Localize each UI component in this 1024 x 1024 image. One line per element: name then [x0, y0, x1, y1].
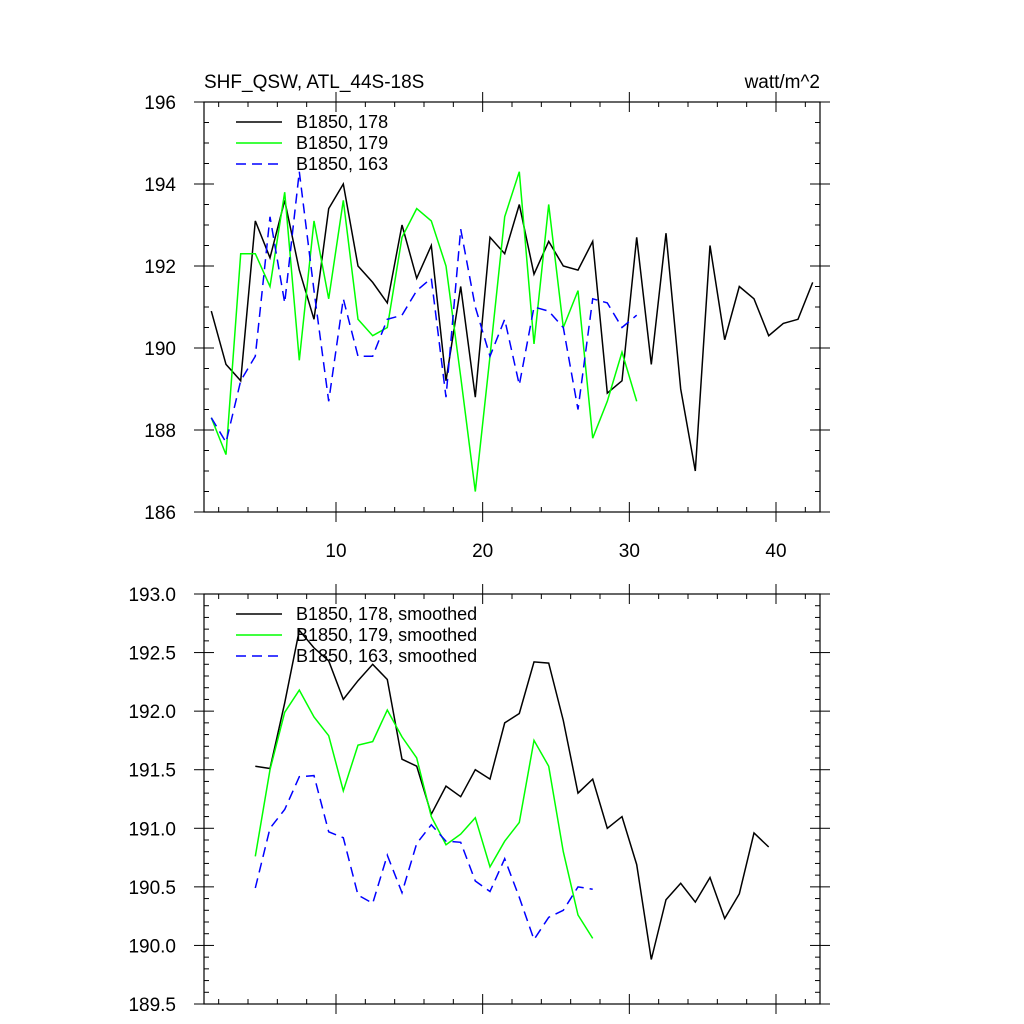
plot-bottom: 189.5 190.0 190.5 191.0 191.5 192.0 192.5 193.0…: [128, 584, 830, 1016]
legend-label: B1850, 178, smoothed: [296, 604, 477, 624]
x-tick-label: 10: [325, 541, 346, 562]
y-tick-label: 186: [144, 503, 176, 524]
panel-top: SHF_QSW, ATL_44S-18S watt/m^2 10 20 30 40 18…: [144, 72, 830, 562]
x-tick-label: 20: [472, 541, 493, 562]
series-line-2: [210, 171, 638, 445]
y-tick-label: 191.0: [128, 819, 176, 840]
x-tick-label: 40: [765, 541, 786, 562]
legend-label: B1850, 163: [296, 154, 388, 174]
series-line-0: [210, 181, 814, 472]
y-tick-label: 192: [144, 257, 176, 278]
y-tick-label: 190: [144, 339, 176, 360]
panel-bottom: 189.5 190.0 190.5 191.0 191.5 192.0 192.5 193.0…: [128, 584, 830, 1016]
legend-label: B1850, 179: [296, 133, 388, 153]
series-line-1: [254, 688, 594, 939]
series-line-1: [210, 171, 638, 492]
y-tick-label: 194: [144, 175, 176, 196]
legend-label: B1850, 179, smoothed: [296, 625, 477, 645]
series-line-0: [255, 628, 770, 960]
y-tick-label: 191.5: [128, 761, 176, 782]
y-tick-label: 188: [144, 421, 176, 442]
y-tick-label: 196: [144, 93, 176, 114]
y-tick-label: 193.0: [128, 585, 176, 606]
series-line-2: [254, 774, 593, 942]
y-tick-label: 192.5: [128, 644, 176, 665]
chart-title: SHF_QSW, ATL_44S-18S: [204, 72, 424, 93]
y-tick-label: 190.5: [128, 878, 176, 899]
legend-label: B1850, 178: [296, 112, 388, 132]
x-tick-label: 30: [619, 541, 640, 562]
y-tick-label: 192.0: [128, 702, 176, 723]
y-tick-label: 189.5: [128, 995, 176, 1016]
legend-label: B1850, 163, smoothed: [296, 646, 477, 666]
units-label: watt/m^2: [744, 72, 820, 93]
y-tick-label: 190.0: [128, 936, 176, 957]
